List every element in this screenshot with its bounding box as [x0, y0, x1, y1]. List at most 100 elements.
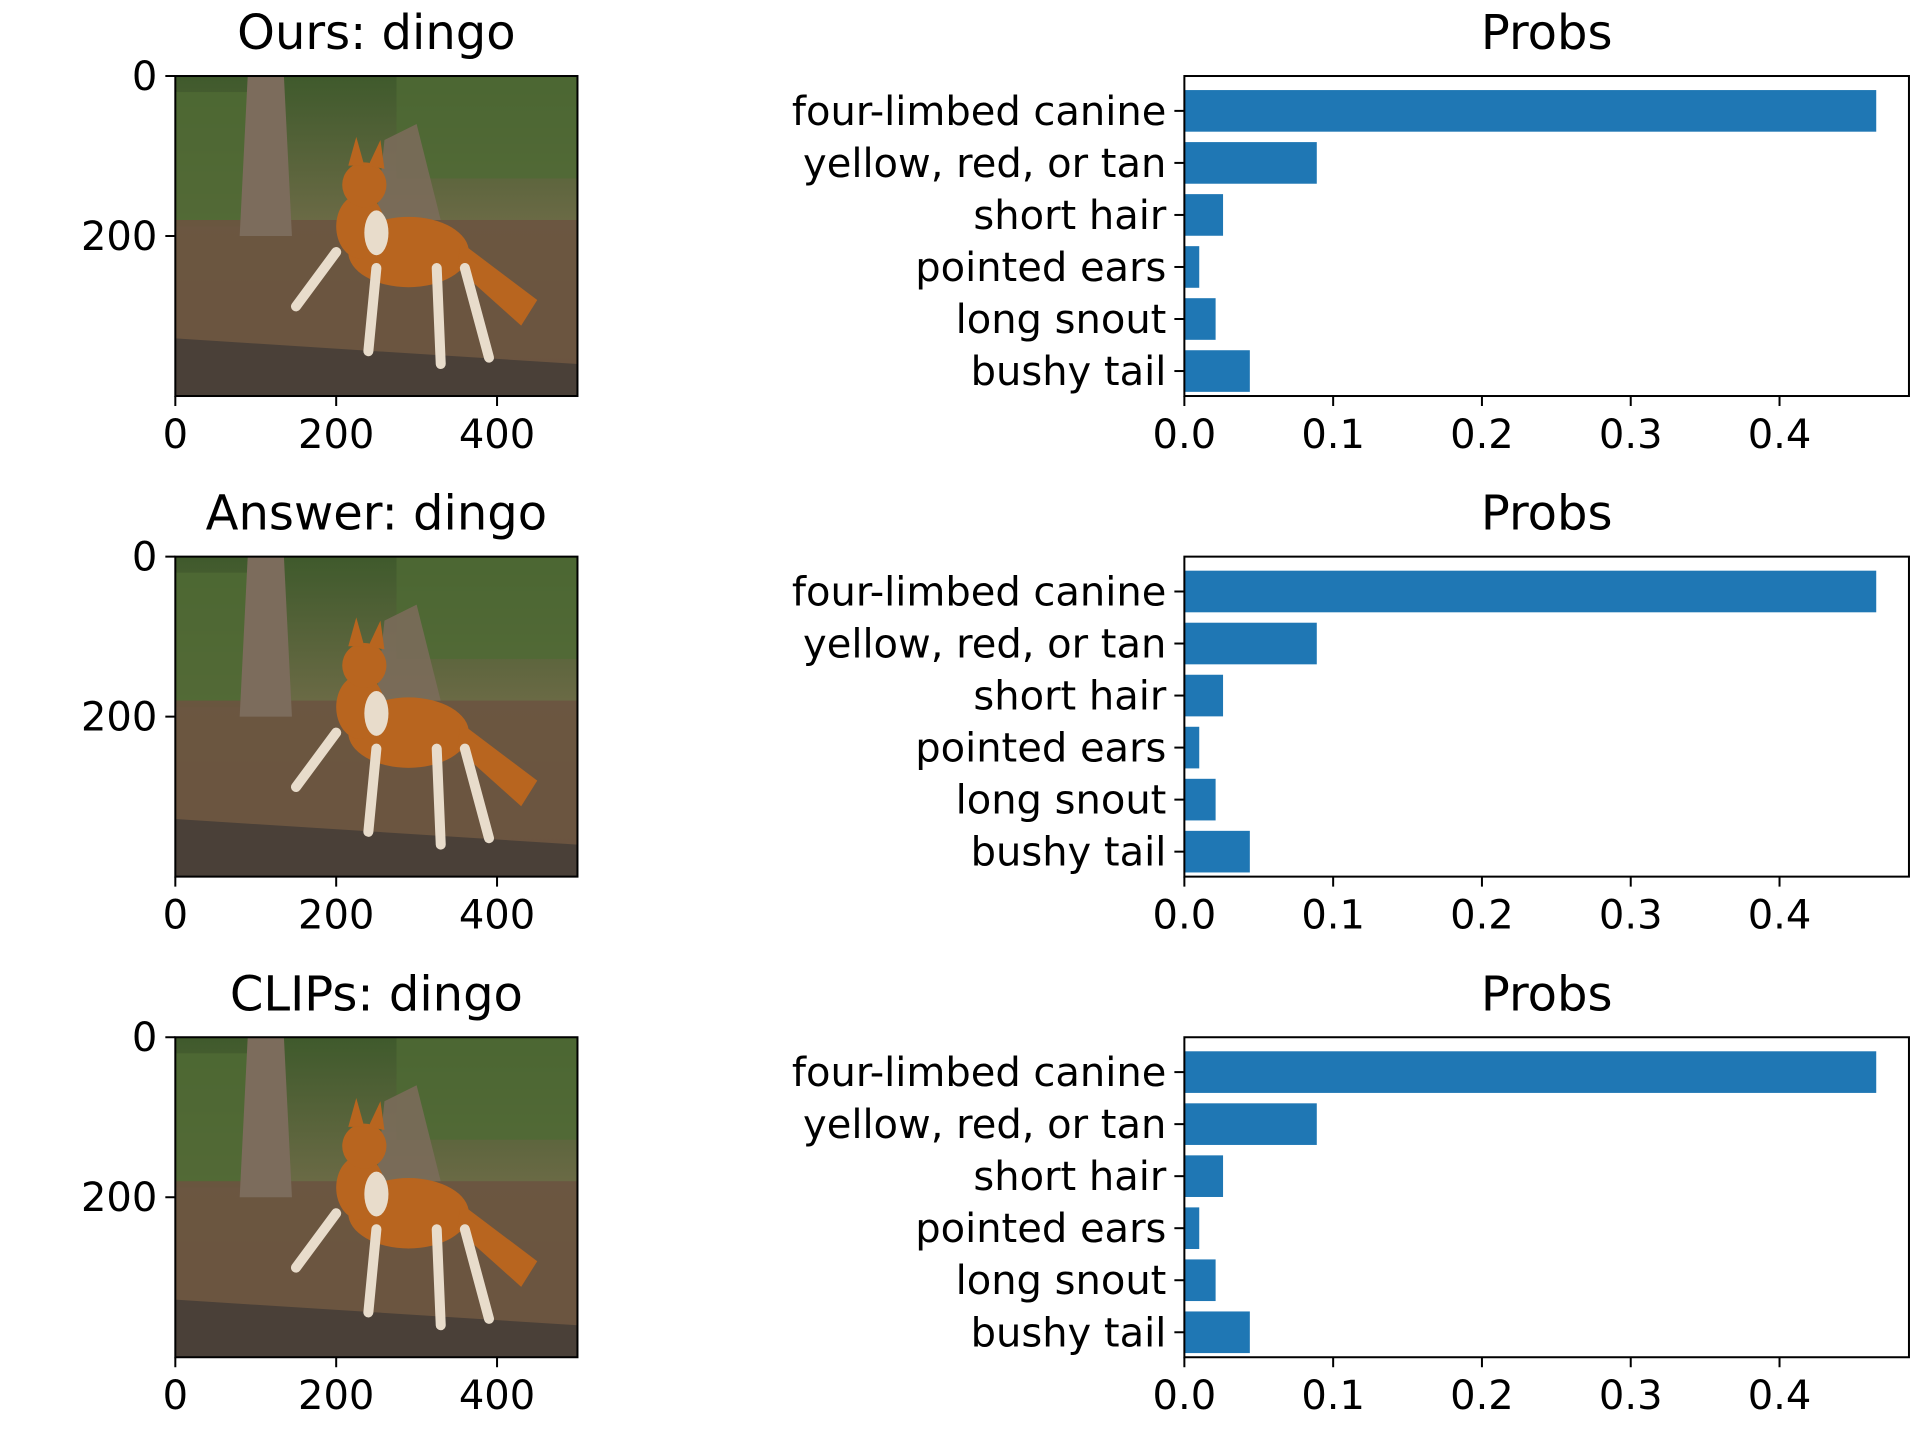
dingo-leg: [459, 1224, 494, 1324]
y-tick-label: 0: [132, 54, 157, 100]
foliage-right: [396, 76, 578, 179]
foliage-left: [175, 1053, 248, 1188]
dingo-head: [342, 1123, 387, 1169]
category-label: bushy tail: [971, 830, 1167, 876]
log: [175, 1299, 578, 1358]
x-tick-label: 0.3: [1599, 412, 1663, 458]
image-title: CLIPs: dingo: [230, 966, 523, 1022]
bar: [1184, 622, 1317, 665]
tree-stump: [376, 1085, 441, 1182]
y-tick-label: 0: [132, 1015, 157, 1061]
x-tick-label: 0: [163, 412, 188, 458]
bar: [1184, 142, 1317, 184]
dingo-leg: [431, 1224, 446, 1331]
x-tick-label: 200: [298, 1373, 374, 1419]
category-label: long snout: [956, 1258, 1167, 1304]
x-tick-label: 0.0: [1153, 893, 1217, 939]
subplot-row: CLIPs: dingo 0 200 400 0 200 Probs four-limbed …: [81, 966, 1910, 1419]
category-label: pointed ears: [915, 245, 1166, 291]
x-tick-label: 0.4: [1748, 1373, 1812, 1419]
category-label: pointed ears: [915, 1206, 1166, 1252]
y-tick-label: 200: [81, 695, 157, 741]
dingo-leg: [431, 743, 446, 850]
category-label: four-limbed canine: [792, 1050, 1166, 1096]
bar: [1184, 1051, 1877, 1093]
dingo-ear-right: [368, 620, 385, 650]
dingo-ear-left: [348, 617, 365, 647]
category-label: short hair: [973, 193, 1166, 239]
bar: [1184, 1207, 1200, 1250]
tree-stump: [376, 604, 441, 701]
dingo-ear-right: [368, 1101, 385, 1131]
subplot-row: Ours: dingo 0 200 400 0 200 Probs four-limbed c…: [81, 5, 1910, 458]
dingo-chest-light: [364, 1171, 389, 1217]
x-tick-label: 200: [298, 412, 374, 458]
bar: [1184, 1259, 1216, 1302]
dingo-leg: [363, 1224, 382, 1318]
subplot-row: Answer: dingo 0 200 400 0 200 Probs four-limbed…: [81, 486, 1910, 939]
image-title: Answer: dingo: [206, 486, 547, 542]
dingo-leg: [290, 247, 342, 312]
dingo-leg: [459, 263, 494, 363]
dingo-leg: [363, 743, 382, 837]
category-label: long snout: [956, 778, 1167, 824]
chart-title: Probs: [1481, 5, 1613, 61]
chart-title: Probs: [1481, 486, 1613, 542]
image-title: Ours: dingo: [237, 5, 515, 61]
chart-frame: [1183, 555, 1910, 878]
dingo-head: [342, 643, 387, 688]
category-label: short hair: [973, 1154, 1166, 1200]
y-tick-label: 200: [81, 1175, 157, 1221]
bar: [1184, 570, 1877, 613]
dingo-leg: [459, 743, 494, 844]
x-tick-label: 0.1: [1301, 412, 1365, 458]
dingo-chest-light: [364, 691, 389, 736]
bar: [1184, 674, 1224, 717]
y-tick-label: 200: [81, 214, 157, 260]
x-tick-label: 0: [163, 893, 188, 939]
tree-trunk: [239, 76, 292, 237]
x-tick-label: 400: [459, 412, 535, 458]
dingo-head: [342, 162, 387, 208]
chart-title: Probs: [1481, 966, 1613, 1022]
category-label: four-limbed canine: [792, 569, 1166, 615]
category-label: four-limbed canine: [792, 89, 1166, 135]
dingo-tail: [456, 1203, 538, 1287]
x-tick-label: 0.2: [1450, 1373, 1514, 1419]
category-label: pointed ears: [915, 726, 1166, 772]
dingo-leg: [363, 263, 382, 357]
log: [175, 338, 578, 397]
bar: [1184, 830, 1250, 873]
dingo-leg: [290, 727, 342, 793]
foliage-right: [396, 556, 578, 660]
category-label: bushy tail: [971, 1310, 1167, 1356]
category-label: bushy tail: [971, 349, 1167, 395]
x-tick-label: 0.4: [1748, 893, 1812, 939]
x-tick-label: 0.1: [1301, 893, 1365, 939]
x-tick-label: 0: [163, 1373, 188, 1419]
log: [175, 819, 578, 877]
foliage-right: [396, 1037, 578, 1140]
x-tick-label: 0.3: [1599, 1373, 1663, 1419]
category-label: yellow, red, or tan: [803, 622, 1166, 668]
dingo-leg: [290, 1208, 342, 1273]
chart-frame: [1183, 75, 1910, 398]
x-tick-label: 0.0: [1153, 412, 1217, 458]
dingo-ear-left: [348, 1098, 365, 1127]
bar: [1184, 778, 1216, 821]
y-tick-label: 0: [132, 535, 157, 581]
bar: [1184, 726, 1200, 769]
x-tick-label: 400: [459, 893, 535, 939]
bar: [1184, 350, 1250, 392]
category-label: long snout: [956, 297, 1167, 343]
dingo-chest-light: [364, 210, 389, 256]
category-label: yellow, red, or tan: [803, 1102, 1166, 1148]
bar: [1184, 1103, 1317, 1145]
dingo-ear-left: [348, 136, 365, 166]
foliage-left: [175, 572, 248, 708]
x-tick-label: 0.4: [1748, 412, 1812, 458]
tree-trunk: [239, 556, 292, 717]
dingo-image: [175, 556, 578, 877]
x-tick-label: 0.3: [1599, 893, 1663, 939]
